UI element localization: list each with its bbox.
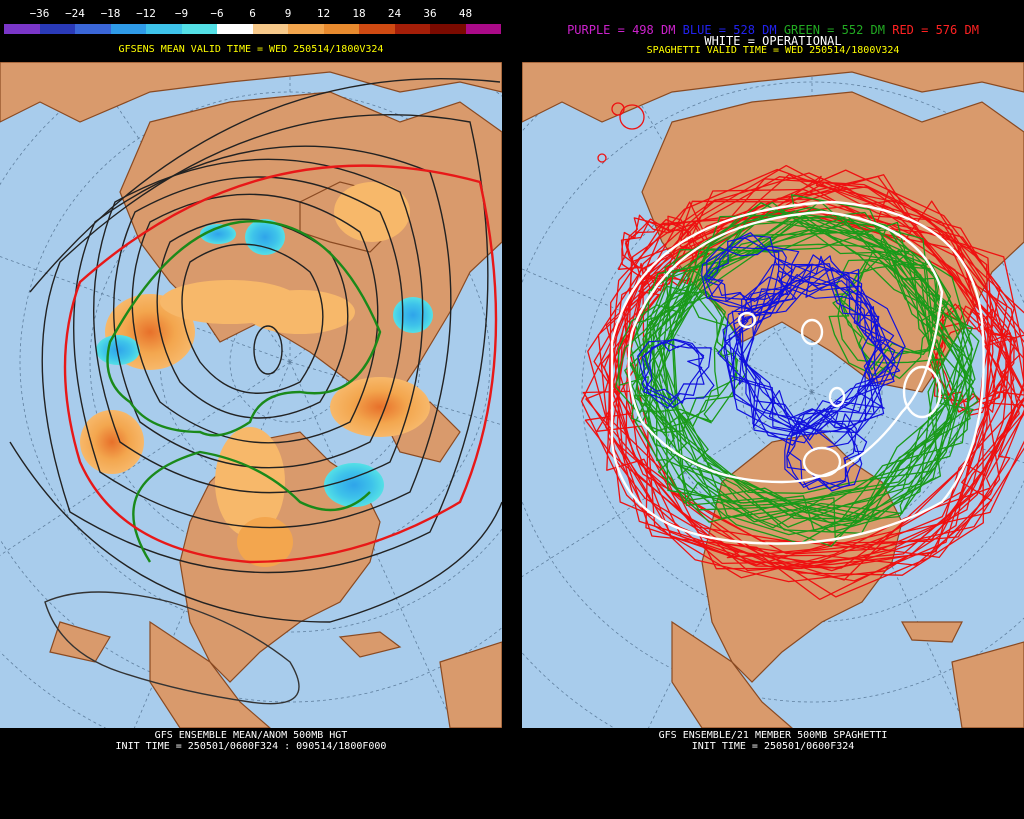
red-576-member-contour (603, 186, 996, 581)
blue-528-member-contour (637, 338, 705, 404)
height-contours (9, 78, 502, 705)
blue-528-member-contour (722, 254, 885, 436)
green-552-contour (106, 220, 382, 437)
colorbar-swatch (39, 24, 75, 34)
colorbar-swatch (430, 24, 466, 34)
green-552-member-contour (633, 211, 961, 532)
spaghetti-map-svg (522, 62, 1024, 728)
blue-528-member-contour (787, 409, 868, 490)
colorbar-tick-label: −24 (65, 7, 85, 20)
blue-528-member-contour (732, 267, 896, 428)
left-valid-time-title: GFSENS MEAN VALID TIME = WED 250514/1800… (118, 44, 384, 55)
red-576-member-contour (614, 174, 1024, 598)
red-576-member-contour (608, 164, 1024, 572)
green-552-member-contour (626, 207, 967, 524)
blue-528-member-contour (729, 275, 901, 435)
blue-528-member-contour (738, 276, 896, 434)
blue-528-member-contour (745, 255, 895, 433)
colorbar-tick-label: −36 (29, 7, 50, 20)
green-552-member-contour (649, 200, 963, 528)
continents (0, 62, 502, 728)
green-552-member-contour (832, 254, 952, 380)
legend-green: GREEN = 552 DM (783, 23, 885, 37)
ensemble-mean-panel: −36 −24 −18 −12 −9 −6 6 9 12 18 24 36 48 GFSENS MEAN… (0, 0, 502, 819)
legend-blue: BLUE = 528 DM (682, 23, 777, 37)
red-576-member-contour (593, 210, 1024, 579)
colorbar-swatch (288, 24, 324, 34)
colorbar-swatch (181, 24, 217, 34)
red-576-member-contour (608, 211, 1024, 555)
red-576-contour (63, 164, 498, 564)
colorbar-swatch (323, 24, 359, 34)
green-552-member-contour (630, 285, 739, 427)
green-552-member-contour (614, 295, 739, 424)
colorbar-tick-label: 6 (249, 7, 256, 20)
red-576-member-contour (596, 206, 1013, 601)
green-552-member-contour (645, 215, 976, 533)
colorbar-tick-label: 9 (284, 7, 292, 20)
panel-separator (502, 0, 522, 819)
colorbar-tick-label: −18 (100, 7, 121, 20)
green-552-member-contour (634, 211, 958, 519)
green-552-member-contour (635, 208, 973, 523)
colorbar-swatch (4, 24, 40, 34)
colorbar-tick-label: 48 (458, 7, 473, 20)
colorbar-tick-label: 36 (423, 7, 437, 20)
ensemble-mean-map (0, 62, 502, 728)
blue-528-spaghetti (637, 232, 906, 492)
blue-528-member-contour (641, 341, 705, 401)
blue-528-member-contour (701, 232, 797, 312)
blue-528-member-contour (703, 246, 789, 303)
colorbar-tick-label: −12 (136, 7, 156, 20)
white-operational-contours (610, 200, 985, 545)
spaghetti-map (522, 62, 1024, 728)
legend-purple: PURPLE = 498 DM (567, 23, 676, 37)
blue-528-member-contour (784, 408, 857, 492)
right-footer-line2: INIT TIME = 250501/0600F324 (691, 741, 855, 752)
blue-528-member-contour (704, 235, 796, 311)
anomaly-colorbar (4, 24, 501, 34)
red-outlier-cells (597, 102, 645, 163)
colorbar-tick-label: 24 (387, 7, 402, 20)
colorbar-swatch (110, 24, 146, 34)
ensemble-mean-map-svg (0, 62, 502, 728)
colorbar-swatch (146, 24, 182, 34)
spaghetti-panel: PURPLE = 498 DM BLUE = 528 DM GREEN = 55… (522, 0, 1024, 819)
blue-528-member-contour (786, 412, 863, 488)
green-552-spaghetti (614, 194, 980, 547)
colorbar-tick-label: −6 (210, 7, 224, 20)
colorbar-swatch (252, 24, 288, 34)
blue-528-member-contour (731, 255, 906, 446)
contour-legend: PURPLE = 498 DM BLUE = 528 DM GREEN = 55… (522, 23, 1024, 37)
blue-528-member-contour (706, 245, 800, 302)
colorbar-tick-label: −9 (174, 7, 189, 20)
left-footer-line1: GFS ENSEMBLE MEAN/ANOM 500MB HGT (154, 730, 348, 741)
green-552-member-contour (842, 259, 947, 371)
legend-white: WHITE = OPERATIONAL (704, 34, 842, 48)
colorbar-swatch (217, 24, 253, 34)
right-valid-time-title: SPAGHETTI VALID TIME = WED 250514/1800V3… (646, 45, 900, 56)
colorbar-ticks: −36 −24 −18 −12 −9 −6 6 9 12 18 24 36 48 (4, 7, 500, 21)
colorbar-swatch (359, 24, 395, 34)
colorbar-tick-label: 12 (316, 7, 331, 20)
colorbar-tick-label: 18 (352, 7, 366, 20)
colorbar-swatch (394, 24, 430, 34)
blue-528-member-contour (728, 263, 894, 430)
green-552-member-contour (647, 223, 974, 523)
left-footer-line2: INIT TIME = 250501/0600F324 : 090514/180… (115, 741, 387, 752)
blue-528-member-contour (707, 237, 787, 317)
right-footer-line1: GFS ENSEMBLE/21 MEMBER 500MB SPAGHETTI (658, 730, 888, 741)
red-576-member-contour (621, 214, 705, 280)
legend-red: RED = 576 DM (892, 23, 979, 37)
red-576-member-contour (933, 305, 1018, 413)
colorbar-swatch (75, 24, 111, 34)
height-anomaly-shading (80, 182, 433, 567)
colorbar-swatch (465, 24, 501, 34)
